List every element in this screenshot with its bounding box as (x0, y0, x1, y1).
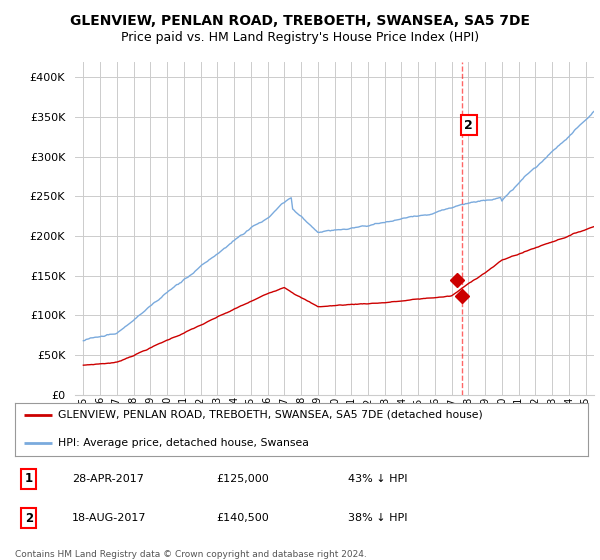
Text: 18-AUG-2017: 18-AUG-2017 (72, 513, 146, 523)
Text: Price paid vs. HM Land Registry's House Price Index (HPI): Price paid vs. HM Land Registry's House … (121, 31, 479, 44)
Text: 1: 1 (25, 472, 33, 486)
Text: 2: 2 (25, 511, 33, 525)
Text: Contains HM Land Registry data © Crown copyright and database right 2024.
This d: Contains HM Land Registry data © Crown c… (15, 550, 367, 560)
Text: 38% ↓ HPI: 38% ↓ HPI (348, 513, 407, 523)
Text: 28-APR-2017: 28-APR-2017 (72, 474, 144, 484)
Text: GLENVIEW, PENLAN ROAD, TREBOETH, SWANSEA, SA5 7DE (detached house): GLENVIEW, PENLAN ROAD, TREBOETH, SWANSEA… (58, 410, 483, 420)
Text: HPI: Average price, detached house, Swansea: HPI: Average price, detached house, Swan… (58, 437, 309, 447)
Text: £140,500: £140,500 (216, 513, 269, 523)
Text: GLENVIEW, PENLAN ROAD, TREBOETH, SWANSEA, SA5 7DE: GLENVIEW, PENLAN ROAD, TREBOETH, SWANSEA… (70, 14, 530, 28)
Text: 2: 2 (464, 119, 473, 132)
Text: £125,000: £125,000 (216, 474, 269, 484)
Text: 43% ↓ HPI: 43% ↓ HPI (348, 474, 407, 484)
